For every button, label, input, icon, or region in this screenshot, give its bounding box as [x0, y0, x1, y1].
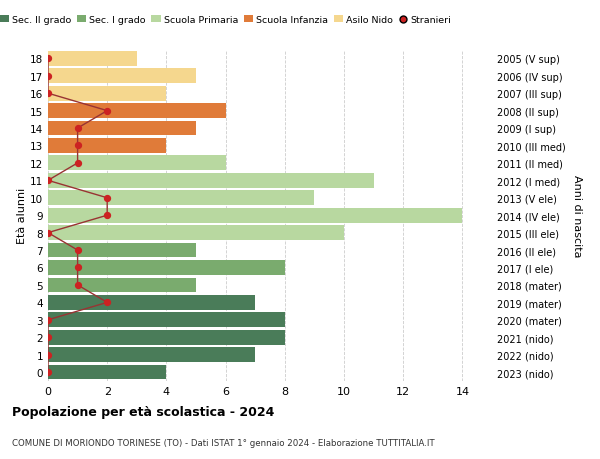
Bar [48, 226, 344, 241]
Point [103, 212, 112, 219]
Bar [48, 156, 226, 171]
Point [43, 90, 53, 98]
Bar [48, 347, 255, 362]
Point [43, 177, 53, 185]
Point [103, 299, 112, 306]
Y-axis label: Anni di nascita: Anni di nascita [572, 174, 582, 257]
Y-axis label: Età alunni: Età alunni [17, 188, 27, 244]
Bar [48, 295, 255, 310]
Point [43, 73, 53, 80]
Point [73, 142, 82, 150]
Point [73, 264, 82, 272]
Point [73, 125, 82, 133]
Legend: Sec. II grado, Sec. I grado, Scuola Primaria, Scuola Infanzia, Asilo Nido, Stran: Sec. II grado, Sec. I grado, Scuola Prim… [0, 12, 455, 29]
Bar [48, 330, 285, 345]
Bar [48, 69, 196, 84]
Point [43, 316, 53, 324]
Bar [48, 313, 285, 327]
Point [43, 56, 53, 63]
Bar [48, 139, 166, 154]
Bar [48, 243, 196, 258]
Point [43, 369, 53, 376]
Bar [48, 174, 374, 188]
Point [73, 247, 82, 254]
Point [73, 160, 82, 167]
Bar [48, 208, 463, 223]
Bar [48, 365, 166, 380]
Bar [48, 87, 166, 101]
Bar [48, 121, 196, 136]
Bar [48, 191, 314, 206]
Point [103, 195, 112, 202]
Bar [48, 261, 285, 275]
Bar [48, 278, 196, 293]
Text: Popolazione per età scolastica - 2024: Popolazione per età scolastica - 2024 [12, 405, 274, 419]
Bar [48, 104, 226, 119]
Bar [48, 52, 137, 67]
Point [73, 282, 82, 289]
Point [43, 351, 53, 358]
Point [43, 334, 53, 341]
Point [43, 230, 53, 237]
Text: COMUNE DI MORIONDO TORINESE (TO) - Dati ISTAT 1° gennaio 2024 - Elaborazione TUT: COMUNE DI MORIONDO TORINESE (TO) - Dati … [12, 438, 434, 447]
Point [103, 108, 112, 115]
